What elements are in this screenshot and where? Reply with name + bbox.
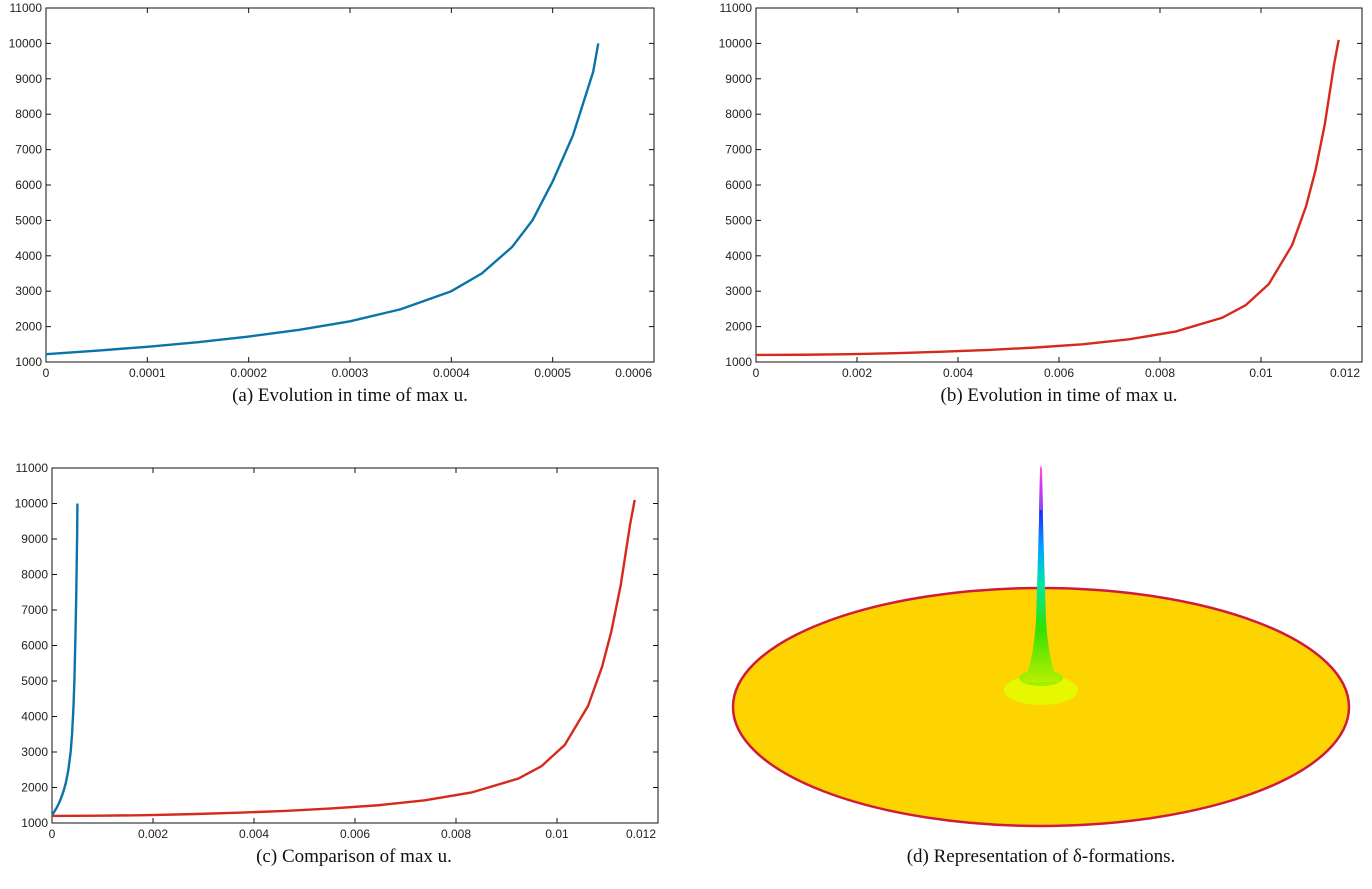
- x-tick-label: 0: [43, 366, 50, 380]
- y-tick-label: 10000: [9, 36, 43, 50]
- x-tick-label: 0.0005: [534, 366, 571, 380]
- x-tick-label: 0.004: [943, 366, 973, 380]
- y-tick-label: 7000: [15, 143, 42, 157]
- y-tick-label: 9000: [725, 72, 752, 86]
- y-tick-label: 1000: [21, 816, 48, 830]
- y-tick-label: 2000: [725, 320, 752, 334]
- y-tick-label: 5000: [21, 674, 48, 688]
- y-tick-label: 8000: [725, 107, 752, 121]
- x-tick-label: 0.002: [138, 827, 168, 841]
- y-tick-label: 4000: [21, 710, 48, 724]
- y-tick-label: 6000: [725, 178, 752, 192]
- y-tick-label: 4000: [15, 249, 42, 263]
- panel-b: 1000 2000 3000 4000 5000 6000 7000 8000 9000 1000…: [719, 1, 1363, 406]
- series-line-2: [51, 499, 636, 818]
- panel-d-caption: (d) Representation of δ-formations.: [907, 846, 1176, 867]
- y-tick-label: 11000: [720, 1, 753, 15]
- y-tick-label: 5000: [725, 213, 752, 227]
- x-tick-label: 0.004: [239, 827, 269, 841]
- panel-a-ticks: 1000 2000 3000 4000 5000 6000 7000 8000 9000 1000…: [9, 1, 655, 380]
- x-tick-label: 0.0006: [615, 366, 652, 380]
- panel-c: 1000 2000 3000 4000 5000 6000 7000 8000 9000 1000…: [15, 461, 659, 867]
- panel-c-caption: (c) Comparison of max u.: [256, 846, 452, 867]
- x-tick-label: 0.006: [340, 827, 370, 841]
- x-tick-label: 0.006: [1044, 366, 1074, 380]
- y-tick-label: 11000: [10, 1, 43, 15]
- panel-b-series: [755, 39, 1340, 357]
- panel-b-caption: (b) Evolution in time of max u.: [941, 385, 1178, 406]
- x-tick-label: 0: [49, 827, 56, 841]
- series-line-1: [50, 503, 79, 816]
- panel-a-frame: [45, 7, 655, 363]
- y-tick-label: 10000: [15, 497, 49, 511]
- y-tick-label: 7000: [725, 143, 752, 157]
- panel-a: 1000 2000 3000 4000 5000 6000 7000 8000 9000 1000…: [9, 1, 655, 406]
- panel-b-frame: [755, 7, 1363, 363]
- y-tick-label: 8000: [15, 107, 42, 121]
- y-tick-label: 2000: [15, 320, 42, 334]
- y-tick-label: 10000: [719, 36, 753, 50]
- y-tick-label: 1000: [725, 355, 752, 369]
- x-tick-label: 0: [753, 366, 760, 380]
- panel-c-series: [50, 499, 636, 818]
- panel-c-frame: [51, 467, 659, 824]
- y-tick-label: 3000: [21, 745, 48, 759]
- y-tick-label: 11000: [16, 461, 49, 475]
- x-tick-label: 0.008: [1145, 366, 1175, 380]
- panel-d: (d) Representation of δ-formations.: [731, 466, 1351, 867]
- y-tick-label: 2000: [21, 781, 48, 795]
- panel-a-caption: (a) Evolution in time of max u.: [232, 385, 468, 406]
- delta-spike: [1022, 468, 1060, 682]
- x-tick-label: 0.0002: [230, 366, 267, 380]
- x-tick-label: 0.012: [626, 827, 656, 841]
- y-tick-label: 4000: [725, 249, 752, 263]
- y-tick-label: 6000: [15, 178, 42, 192]
- series-line-1: [755, 39, 1340, 357]
- y-tick-label: 3000: [725, 284, 752, 298]
- y-tick-label: 3000: [15, 284, 42, 298]
- y-tick-label: 9000: [21, 532, 48, 546]
- x-tick-label: 0.002: [842, 366, 872, 380]
- series-line-1: [45, 43, 600, 356]
- y-tick-label: 6000: [21, 639, 48, 653]
- y-tick-label: 9000: [15, 72, 42, 86]
- y-tick-label: 8000: [21, 568, 48, 582]
- y-tick-label: 5000: [15, 213, 42, 227]
- panel-a-series: [45, 43, 600, 356]
- x-tick-label: 0.01: [545, 827, 569, 841]
- x-tick-label: 0.012: [1330, 366, 1360, 380]
- panel-b-ticks: 1000 2000 3000 4000 5000 6000 7000 8000 9000 1000…: [719, 1, 1363, 380]
- y-tick-label: 7000: [21, 603, 48, 617]
- x-tick-label: 0.0004: [433, 366, 470, 380]
- y-tick-label: 1000: [15, 355, 42, 369]
- spike-base: [1004, 675, 1078, 705]
- x-tick-label: 0.0001: [129, 366, 166, 380]
- panel-c-ticks: 1000 2000 3000 4000 5000 6000 7000 8000 9000 1000…: [15, 461, 659, 841]
- x-tick-label: 0.0003: [332, 366, 369, 380]
- x-tick-label: 0.008: [441, 827, 471, 841]
- x-tick-label: 0.01: [1249, 366, 1273, 380]
